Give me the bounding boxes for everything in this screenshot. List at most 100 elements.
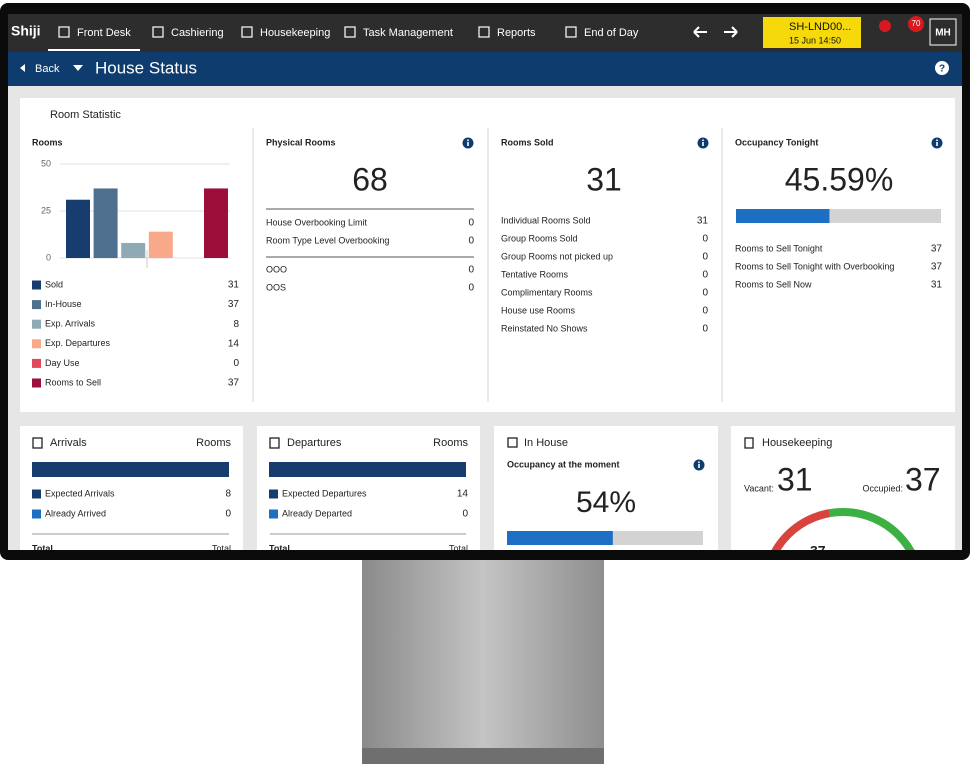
departures-card — [257, 426, 480, 550]
property-box[interactable] — [763, 17, 861, 48]
datetime: 15 Jun 14:50 — [789, 35, 841, 45]
row-label: Complimentary Rooms — [501, 287, 593, 297]
y-tick-label: 25 — [41, 205, 51, 215]
card-unit: Rooms — [196, 437, 231, 449]
section-title: Rooms — [32, 137, 63, 147]
row-value: 0 — [702, 288, 708, 299]
nav-icon — [478, 26, 490, 38]
big-number: 31 — [586, 161, 622, 197]
row-value: 37 — [931, 244, 943, 255]
legend-value: 8 — [233, 319, 239, 330]
nav-item[interactable]: Front Desk — [77, 27, 131, 39]
vacant-count: 31 — [777, 461, 813, 497]
property-code: SH-LND00... — [789, 21, 851, 33]
total-label: Total — [32, 543, 53, 553]
nav-item[interactable]: Cashiering — [171, 27, 224, 39]
card-title: Arrivals — [50, 437, 87, 449]
legend-swatch — [32, 378, 41, 388]
legend-value: 37 — [228, 299, 240, 310]
user-initials: MH — [935, 28, 951, 39]
help-icon[interactable] — [935, 61, 949, 75]
big-number: 54% — [576, 486, 636, 519]
legend-label: In-House — [45, 299, 82, 309]
row-value: 0 — [702, 324, 708, 335]
nav-item[interactable]: Reports — [497, 27, 536, 39]
bar — [121, 242, 146, 258]
legend-label: Exp. Arrivals — [45, 319, 96, 329]
row-label: Rooms to Sell Tonight — [735, 243, 823, 253]
total-label: Total — [269, 543, 290, 553]
card-unit: Rooms — [433, 437, 468, 449]
progress-total — [32, 462, 229, 477]
section-title: Occupancy Tonight — [735, 137, 818, 147]
legend-value: 31 — [228, 280, 240, 291]
info-icon-dot — [467, 139, 469, 142]
header-bar — [8, 52, 962, 86]
back-arrow[interactable] — [20, 64, 25, 72]
occupied-count: 37 — [905, 461, 941, 497]
row-label: Room Type Level Overbooking — [266, 235, 389, 245]
progress-total — [269, 462, 466, 477]
info-icon-mark — [698, 464, 700, 468]
user-box[interactable] — [929, 18, 957, 46]
row-label: Group Rooms not picked up — [501, 251, 613, 261]
card-icon — [507, 437, 518, 448]
row-value: 14 — [457, 489, 469, 500]
legend-swatch — [32, 319, 41, 329]
row-label: Expected Arrivals — [45, 488, 115, 498]
card-title: In House — [524, 437, 568, 449]
page-title: House Status — [95, 58, 197, 77]
legend-swatch — [32, 339, 41, 349]
row-label: Group Rooms Sold — [501, 233, 578, 243]
row-value: 0 — [702, 306, 708, 317]
nav-item[interactable]: End of Day — [584, 27, 639, 39]
arrivals-card — [20, 426, 243, 550]
gauge-vacant — [771, 509, 831, 550]
row-value: 0 — [468, 283, 474, 294]
row-value: 37 — [931, 262, 943, 273]
row-value: 0 — [468, 265, 474, 276]
nav-item[interactable]: Task Management — [363, 27, 453, 39]
separators — [266, 208, 474, 258]
legend-swatch — [269, 489, 278, 499]
row-label: Individual Rooms Sold — [501, 215, 591, 225]
y-tick-label: 0 — [46, 252, 51, 262]
row-value: 31 — [931, 280, 943, 291]
notification-badge — [908, 16, 924, 32]
screen: Shiji Front Desk Cashiering Housekeeping Tas… — [8, 14, 962, 559]
info-icon-dot — [698, 461, 700, 464]
nav-icon — [344, 26, 356, 38]
help-button: ? — [939, 64, 945, 75]
occupied-label: Occupied: — [862, 483, 903, 493]
legend-label: Sold — [45, 279, 63, 289]
total-unit: Total — [449, 543, 468, 553]
nav-item[interactable]: Housekeeping — [260, 27, 330, 39]
total-unit: Total — [212, 543, 231, 553]
dropdown[interactable] — [73, 65, 83, 71]
legend-label: Day Use — [45, 358, 80, 368]
legend-value: 37 — [228, 378, 240, 389]
legend-label: Exp. Departures — [45, 338, 111, 348]
row-value: 0 — [462, 509, 468, 520]
history-arrows[interactable] — [693, 26, 738, 38]
section-title: Occupancy at the moment — [507, 459, 620, 469]
nav-icon — [565, 26, 577, 38]
info-icon-dot — [936, 139, 938, 142]
row-label: Tentative Rooms — [501, 269, 569, 279]
row-value: 0 — [702, 252, 708, 263]
card-icon — [744, 437, 754, 449]
back-button[interactable]: Back — [35, 63, 60, 75]
row-value: 0 — [468, 218, 474, 229]
info-icon-mark — [702, 142, 704, 146]
bar — [66, 199, 90, 258]
in-house-card — [494, 426, 718, 550]
vacant-label: Vacant: — [744, 483, 774, 493]
card-icon — [32, 437, 43, 449]
gauge-label: 37 — [810, 543, 826, 559]
legend-swatch — [32, 300, 41, 310]
card-icon — [269, 437, 280, 449]
card-title: Departures — [287, 437, 342, 449]
card-title: Room Statistic — [50, 109, 121, 121]
row-label: Already Departed — [282, 508, 352, 518]
